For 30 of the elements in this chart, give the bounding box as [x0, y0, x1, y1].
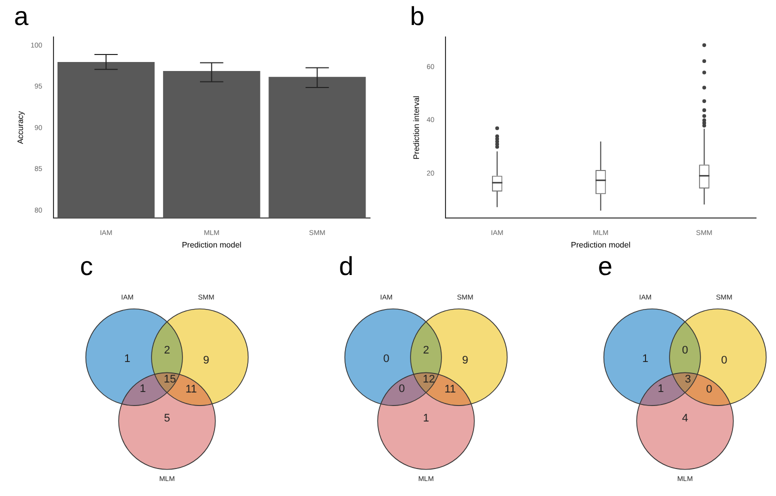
text: 4 [682, 412, 688, 425]
text: 3 [684, 373, 691, 386]
text: 12 [422, 373, 436, 386]
text: 2 [164, 344, 170, 356]
text: 0 [721, 354, 728, 367]
text: 1 [124, 353, 130, 366]
text: 11 [185, 384, 197, 396]
text: 2 [422, 344, 430, 356]
text: 1 [642, 353, 648, 366]
text: c [80, 250, 93, 281]
text: 1 [658, 383, 664, 396]
y-axis-title: Accuracy [16, 111, 26, 144]
chart-title: b [410, 0, 424, 31]
text: 15 [164, 373, 176, 386]
chart-title: a [14, 0, 29, 31]
text: 5 [164, 412, 170, 425]
text: 0 [682, 344, 688, 356]
text: 0 [706, 384, 712, 396]
text: e [598, 250, 612, 281]
text: 9 [203, 354, 210, 367]
text: 0 [383, 353, 390, 366]
text: 0 [398, 383, 405, 396]
text: 1 [422, 412, 430, 425]
text: 9 [462, 354, 468, 367]
text: 1 [140, 383, 146, 396]
text: d [339, 250, 354, 281]
y-axis-title: Prediction interval [412, 96, 422, 160]
x-axis-title: Prediction model [182, 240, 242, 250]
x-axis-title: Prediction model [570, 240, 631, 250]
text: 11 [444, 384, 456, 396]
